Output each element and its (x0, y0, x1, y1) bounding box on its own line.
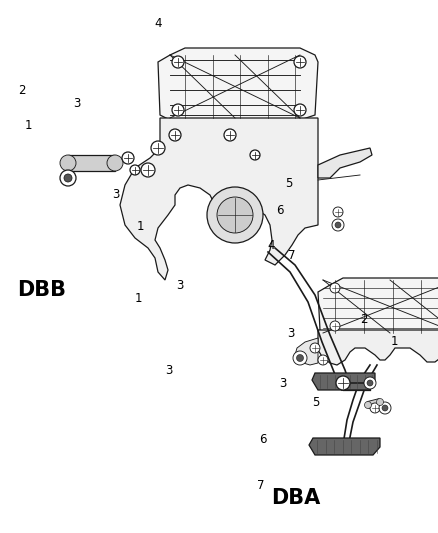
Text: 4: 4 (268, 239, 276, 252)
Text: 5: 5 (312, 396, 319, 409)
Circle shape (370, 403, 380, 413)
Circle shape (364, 377, 376, 389)
Circle shape (379, 402, 391, 414)
Text: 3: 3 (113, 188, 120, 201)
Circle shape (333, 207, 343, 217)
Text: 2: 2 (360, 313, 367, 326)
Circle shape (364, 401, 371, 408)
Polygon shape (312, 373, 375, 390)
Text: 3: 3 (176, 279, 183, 292)
Circle shape (330, 321, 340, 331)
Circle shape (293, 351, 307, 365)
Polygon shape (367, 399, 381, 408)
Text: 3: 3 (73, 98, 80, 110)
Polygon shape (318, 148, 372, 178)
Text: 7: 7 (257, 479, 265, 491)
Circle shape (297, 354, 304, 361)
Text: 3: 3 (165, 364, 172, 377)
Circle shape (60, 155, 76, 171)
Text: 3: 3 (288, 327, 295, 340)
Text: 1: 1 (134, 292, 142, 305)
Text: DBA: DBA (272, 488, 321, 508)
Circle shape (151, 141, 165, 155)
Text: 3: 3 (279, 377, 286, 390)
Circle shape (294, 104, 306, 116)
Circle shape (294, 56, 306, 68)
Circle shape (60, 170, 76, 186)
Circle shape (250, 150, 260, 160)
Circle shape (141, 163, 155, 177)
Circle shape (382, 405, 388, 411)
Polygon shape (68, 155, 115, 171)
Text: 2: 2 (18, 84, 26, 97)
Circle shape (224, 129, 236, 141)
Polygon shape (318, 278, 438, 335)
Polygon shape (309, 438, 380, 455)
Polygon shape (295, 338, 318, 365)
Text: 4: 4 (154, 18, 162, 30)
Polygon shape (120, 118, 318, 280)
Text: 6: 6 (259, 433, 267, 446)
Text: DBB: DBB (18, 280, 67, 301)
Circle shape (336, 376, 350, 390)
Circle shape (330, 283, 340, 293)
Circle shape (130, 165, 140, 175)
Circle shape (310, 343, 320, 353)
Polygon shape (318, 330, 438, 365)
Text: 7: 7 (287, 249, 295, 262)
Text: 5: 5 (286, 177, 293, 190)
Circle shape (207, 187, 263, 243)
Text: 1: 1 (136, 220, 144, 233)
Circle shape (367, 380, 373, 386)
Circle shape (169, 129, 181, 141)
Circle shape (107, 155, 123, 171)
Text: 6: 6 (276, 204, 284, 217)
Circle shape (217, 197, 253, 233)
Circle shape (318, 355, 328, 365)
Circle shape (335, 222, 341, 228)
Circle shape (64, 174, 72, 182)
Circle shape (377, 399, 384, 406)
Text: 1: 1 (390, 335, 398, 348)
Circle shape (332, 219, 344, 231)
Polygon shape (158, 48, 318, 120)
Text: 1: 1 (25, 119, 32, 132)
Circle shape (172, 56, 184, 68)
Circle shape (122, 152, 134, 164)
Circle shape (172, 104, 184, 116)
